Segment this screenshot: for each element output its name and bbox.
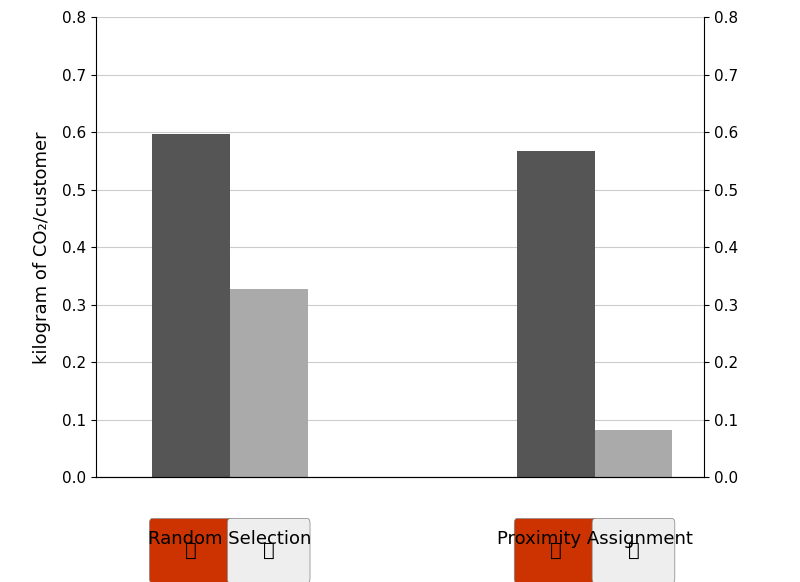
FancyBboxPatch shape (150, 519, 232, 582)
Text: Proximity Assignment: Proximity Assignment (497, 530, 693, 548)
Bar (594, 430, 672, 477)
FancyBboxPatch shape (514, 519, 597, 582)
Text: 🚗: 🚗 (185, 541, 197, 560)
Text: 🚛: 🚛 (627, 541, 639, 560)
FancyBboxPatch shape (227, 519, 310, 582)
Y-axis label: kilogram of CO₂/customer: kilogram of CO₂/customer (33, 131, 51, 364)
Bar (517, 151, 594, 477)
Text: 🚗: 🚗 (550, 541, 562, 560)
Text: 🚛: 🚛 (262, 541, 274, 560)
Bar (230, 289, 307, 477)
FancyBboxPatch shape (592, 519, 675, 582)
Bar (152, 134, 230, 477)
Text: Random Selection: Random Selection (148, 530, 311, 548)
